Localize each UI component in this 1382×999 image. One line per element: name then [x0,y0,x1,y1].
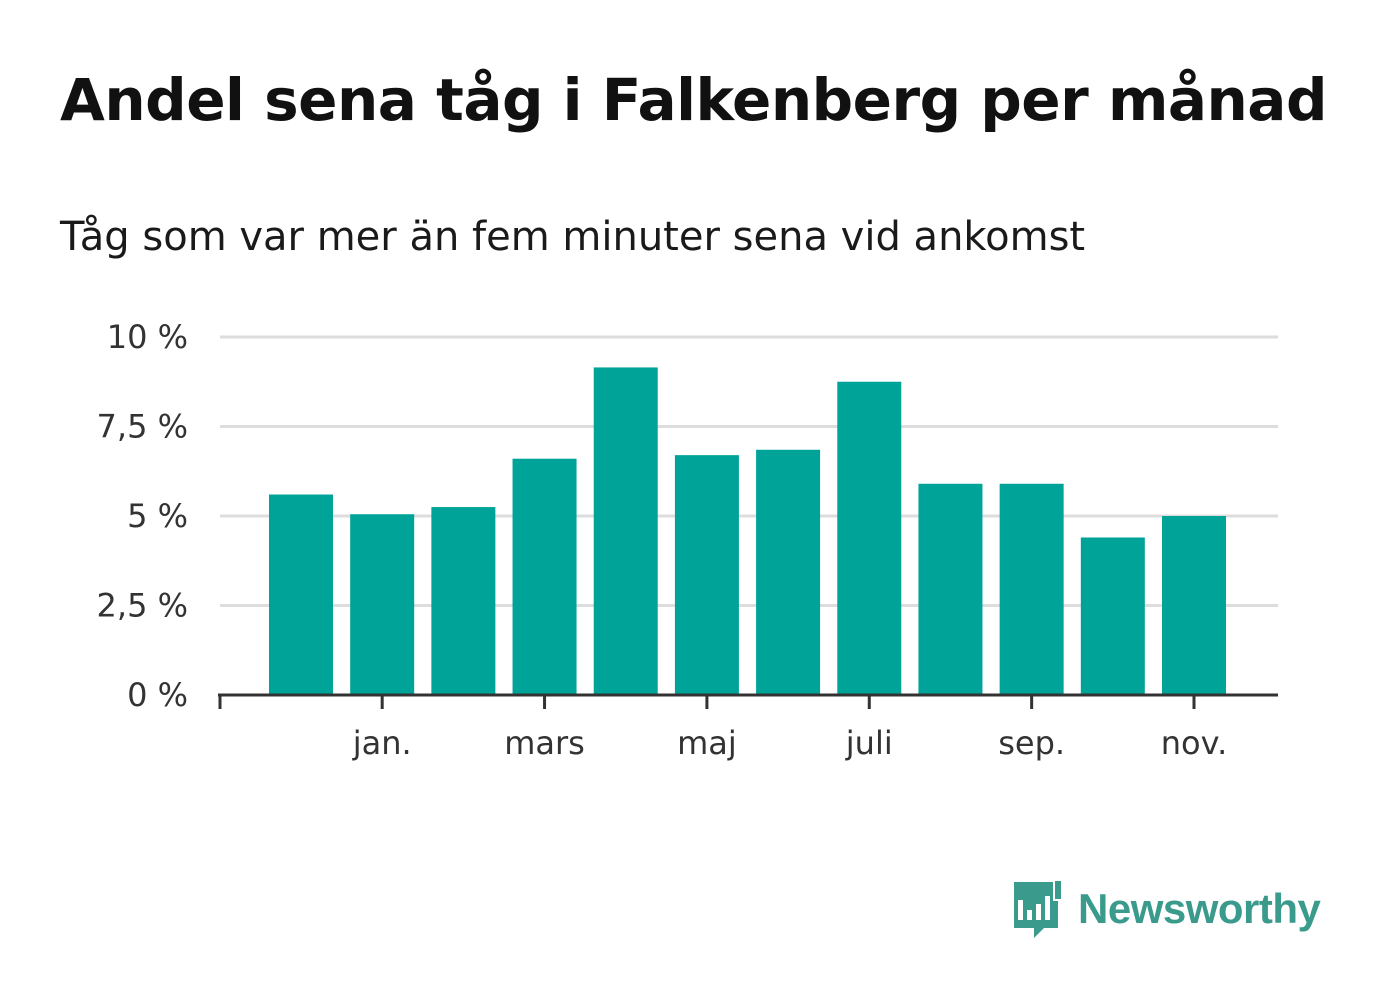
y-tick-label: 5 % [127,497,188,535]
x-tick-label: jan. [352,724,412,762]
chart-title: Andel sena tåg i Falkenberg per månad [60,66,1327,134]
newsworthy-logo: Newsworthy [1010,878,1321,940]
bar [350,514,415,695]
y-tick-label: 7,5 % [97,408,188,446]
bar [756,449,821,695]
y-tick-label: 10 % [107,318,188,356]
x-tick-label: maj [677,724,737,762]
bar [999,483,1064,695]
brand-name: Newsworthy [1078,885,1321,932]
bar [512,458,577,695]
bar [269,494,333,695]
bar [1080,537,1145,695]
chart-bubble-icon [1014,879,1063,938]
x-tick-label: nov. [1161,724,1227,762]
chart-subtitle: Tåg som var mer än fem minuter sena vid … [60,214,1086,260]
bar [837,381,902,695]
x-tick-label: sep. [998,724,1065,762]
bar [918,483,983,695]
y-tick-label: 0 % [127,676,188,714]
bar [1162,516,1226,695]
bar [431,507,496,695]
x-tick-label: mars [504,724,585,762]
bar [593,367,658,695]
x-tick-label: juli [845,724,893,762]
y-tick-label: 2,5 % [97,587,188,625]
bar [674,455,739,695]
